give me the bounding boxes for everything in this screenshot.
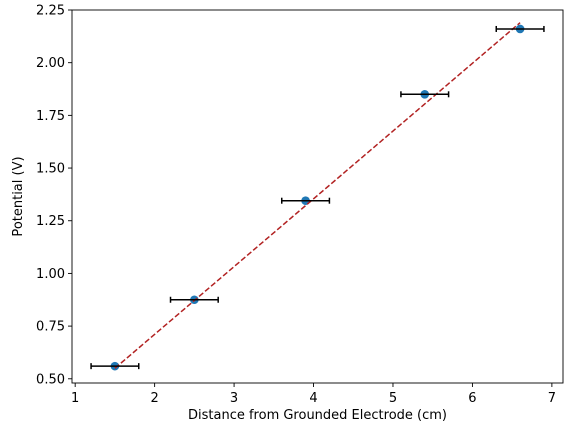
x-tick-label: 2 [150,391,158,406]
fit-line [114,22,521,369]
y-tick-label: 1.50 [36,162,65,177]
x-tick-label: 5 [389,391,397,406]
x-tick-label: 7 [548,391,556,406]
x-axis-ticks: 1 2 3 4 5 6 7 [71,383,556,406]
y-tick-label: 0.75 [36,320,65,335]
y-tick-label: 1.75 [36,109,65,124]
y-tick-label: 1.25 [36,214,65,229]
plot-frame [71,9,564,384]
y-tick-label: 2.00 [36,56,65,71]
y-tick-label: 0.50 [36,372,65,387]
x-tick-label: 6 [468,391,476,406]
y-axis-ticks: 0.50 0.75 1.00 1.25 1.50 1.75 2.00 2.25 [36,4,72,387]
y-axis-label: Potential (V) [11,156,26,236]
x-axis-label: Distance from Grounded Electrode (cm) [188,408,447,423]
y-tick-label: 1.00 [36,267,65,282]
y-tick-label: 2.25 [36,4,65,19]
x-tick-label: 3 [230,391,238,406]
x-tick-label: 4 [309,391,317,406]
chart-marks [90,22,545,371]
x-tick-label: 1 [71,391,79,406]
